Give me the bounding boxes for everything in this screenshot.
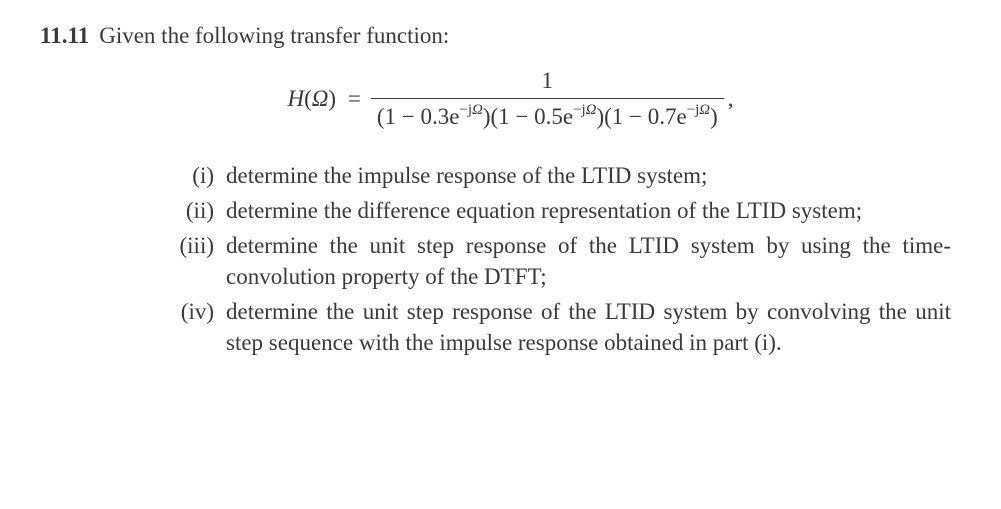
equation-fraction: 1 (1 − 0.3e−jΩ)(1 − 0.5e−jΩ)(1 − 0.7e−jΩ… <box>371 65 724 132</box>
item-marker: (iii) <box>172 230 226 261</box>
equation-equals: = <box>348 86 361 111</box>
item-text: determine the difference equation repres… <box>226 195 951 226</box>
problem-prompt: Given the following transfer function: <box>99 20 951 51</box>
list-item: (i) determine the impulse response of th… <box>172 160 951 191</box>
item-list: (i) determine the impulse response of th… <box>40 160 951 358</box>
item-text: determine the impulse response of the LT… <box>226 160 951 191</box>
equation-lhs: H(Ω) = <box>287 83 366 114</box>
item-marker: (ii) <box>172 195 226 226</box>
list-item: (ii) determine the difference equation r… <box>172 195 951 226</box>
equation: H(Ω) = 1 (1 − 0.3e−jΩ)(1 − 0.5e−jΩ)(1 − … <box>287 65 733 132</box>
equation-numerator: 1 <box>536 65 560 98</box>
equation-func: H <box>287 86 304 111</box>
list-item: (iii) determine the unit step response o… <box>172 230 951 292</box>
equation-block: H(Ω) = 1 (1 − 0.3e−jΩ)(1 − 0.5e−jΩ)(1 − … <box>40 65 951 132</box>
equation-denominator: (1 − 0.3e−jΩ)(1 − 0.5e−jΩ)(1 − 0.7e−jΩ) <box>371 98 724 132</box>
item-text: determine the unit step response of the … <box>226 296 951 358</box>
problem-number: 11.11 <box>40 20 89 51</box>
item-text: determine the unit step response of the … <box>226 230 951 292</box>
problem-header: 11.11 Given the following transfer funct… <box>40 20 951 51</box>
item-marker: (iv) <box>172 296 226 327</box>
item-marker: (i) <box>172 160 226 191</box>
list-item: (iv) determine the unit step response of… <box>172 296 951 358</box>
equation-trailing: , <box>728 83 734 114</box>
equation-arg: Ω <box>312 86 329 111</box>
